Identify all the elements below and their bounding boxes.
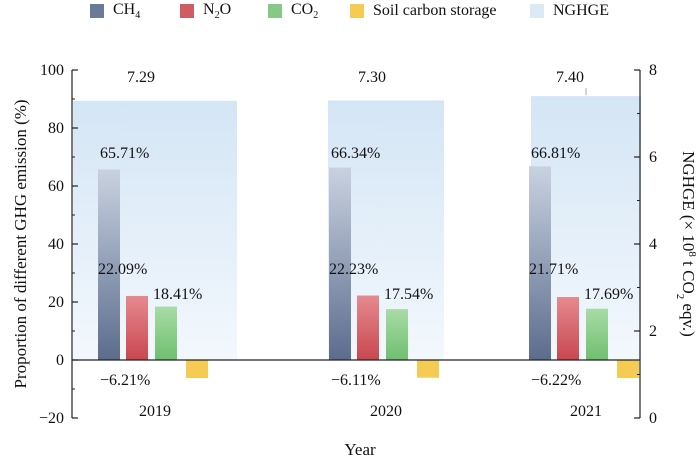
legend-label-main: CO [291, 0, 314, 18]
legend-swatch [350, 4, 364, 18]
legend-label: Soil carbon storage [373, 2, 497, 20]
y2-axis-label: NGHGE (× 108 t CO2 eqv.) [674, 151, 698, 337]
legend-label-subscript: 4 [135, 10, 141, 22]
legend-swatch [180, 4, 194, 18]
co2-bar [386, 309, 408, 360]
nghge-value-label: 7.29 [127, 69, 155, 86]
legend-label-tail: O [219, 0, 232, 18]
ch4-bar [529, 166, 551, 360]
n2o-bar [126, 295, 148, 360]
soil-carbon-storage-value-label: −6.11% [331, 372, 381, 389]
y-tick-label: 80 [48, 120, 64, 137]
legend-swatch [90, 4, 104, 18]
legend-label-subscript: 2 [313, 10, 319, 22]
y2-tick-label: 6 [649, 149, 657, 166]
y-tick-label: 40 [48, 236, 64, 253]
legend-label: CO2 [291, 1, 318, 21]
legend-label-main: Soil carbon storage [373, 2, 497, 19]
legend-swatch [530, 4, 544, 18]
legend-label-main: N [203, 0, 215, 18]
y2-tick-label: 4 [649, 236, 657, 253]
soil-carbon-storage-bar [417, 360, 439, 378]
x-tick-label: 2019 [139, 403, 171, 420]
n2o-value-label: 22.09% [98, 261, 147, 278]
soil-carbon-storage-bar [617, 360, 639, 379]
legend-item: NGHGE [530, 0, 609, 22]
y-tick-label: 20 [48, 294, 64, 311]
legend: CH4 N2O CO2 Soil carbon storage NGHGE [88, 0, 688, 22]
y2-tick-label: 8 [649, 62, 657, 79]
legend-item: CO2 [268, 0, 318, 22]
co2-bar [586, 308, 608, 360]
legend-label-main: CH [113, 0, 136, 18]
legend-label: CH4 [113, 1, 140, 21]
legend-swatch [268, 4, 282, 18]
y-tick-label: 0 [56, 352, 64, 369]
ch4-bar [98, 169, 120, 360]
soil-carbon-storage-value-label: −6.22% [531, 372, 581, 389]
legend-item: CH4 [90, 0, 140, 22]
legend-item: N2O [180, 0, 231, 22]
legend-label: NGHGE [553, 2, 609, 20]
co2-value-label: 18.41% [153, 286, 202, 303]
legend-label-main: NGHGE [553, 2, 609, 19]
co2-value-label: 17.54% [384, 286, 433, 303]
soil-carbon-storage-value-label: −6.21% [100, 372, 150, 389]
n2o-value-label: 22.23% [329, 261, 378, 278]
soil-carbon-storage-bar [186, 360, 208, 379]
y-tick-label: −20 [39, 410, 64, 427]
y2-tick-label: 0 [649, 410, 657, 427]
ch4-value-label: 65.71% [100, 145, 149, 162]
legend-label: N2O [203, 1, 231, 21]
legend-item: Soil carbon storage [350, 0, 497, 22]
x-tick-label: 2021 [570, 403, 602, 420]
y2-tick-label: 2 [649, 323, 657, 340]
n2o-bar [557, 297, 579, 360]
co2-value-label: 17.69% [584, 286, 633, 303]
y-tick-label: 100 [40, 62, 64, 79]
nghge-value-label: 7.40 [556, 69, 584, 86]
ch4-value-label: 66.81% [531, 145, 580, 162]
co2-bar [155, 306, 177, 360]
x-tick-label: 2020 [370, 403, 402, 420]
legend-label-subscript: 2 [214, 10, 220, 22]
y-axis-label: Proportion of different GHG emission (%) [11, 99, 30, 388]
ch4-value-label: 66.34% [331, 145, 380, 162]
ch4-bar [329, 167, 351, 360]
n2o-bar [357, 295, 379, 360]
nghge-value-label: 7.30 [358, 69, 386, 86]
y-tick-label: 60 [48, 178, 64, 195]
x-axis-label: Year [344, 440, 376, 459]
n2o-value-label: 21.71% [529, 261, 578, 278]
